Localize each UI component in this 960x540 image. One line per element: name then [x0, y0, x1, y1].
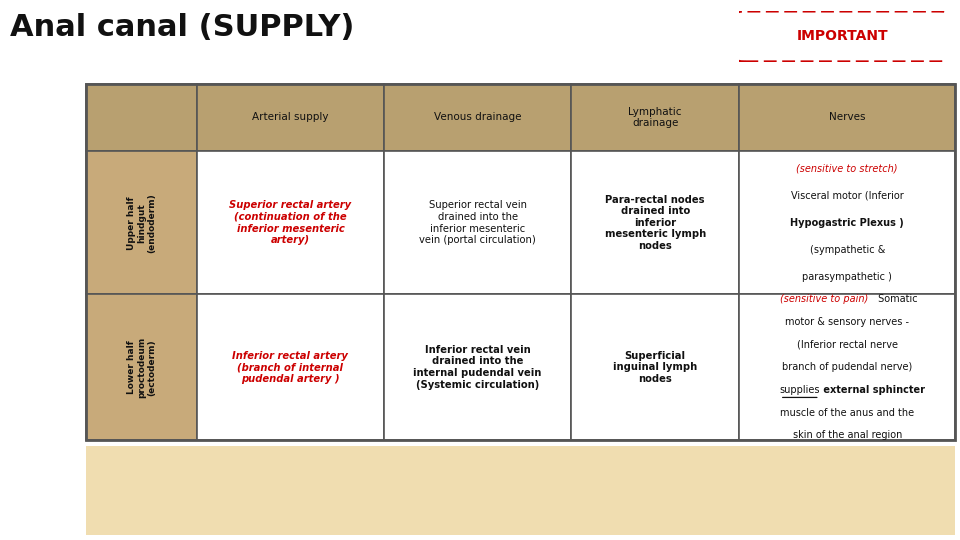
Bar — [384, 84, 571, 151]
Text: branch of pudendal nerve): branch of pudendal nerve) — [782, 362, 912, 372]
Bar — [197, 294, 384, 440]
Bar — [739, 151, 955, 294]
Bar — [739, 84, 955, 151]
Text: Inferior rectal vein
drained into the
internal pudendal vein
(Systemic circulati: Inferior rectal vein drained into the in… — [414, 345, 541, 389]
Text: Venous drainage: Venous drainage — [434, 112, 521, 123]
Text: supplies: supplies — [780, 385, 820, 395]
Bar — [384, 294, 571, 440]
Text: skin of the anal region: skin of the anal region — [793, 430, 901, 440]
Text: Superior rectal vein
drained into the
inferior mesenteric
vein (portal circulati: Superior rectal vein drained into the in… — [420, 200, 536, 245]
Text: Nerves: Nerves — [828, 112, 866, 123]
Text: (sensitive to stretch): (sensitive to stretch) — [797, 164, 898, 174]
Text: Hypogastric Plexus ): Hypogastric Plexus ) — [790, 218, 904, 228]
Text: external sphincter: external sphincter — [820, 385, 924, 395]
Text: Superficial
inguinal lymph
nodes: Superficial inguinal lymph nodes — [613, 350, 697, 384]
Text: Upper half
hindgut
(endoderm): Upper half hindgut (endoderm) — [127, 193, 156, 253]
Text: (Inferior rectal nerve: (Inferior rectal nerve — [797, 340, 898, 349]
Text: Lymphatic
drainage: Lymphatic drainage — [629, 106, 682, 128]
Bar — [86, 446, 955, 535]
Text: (sympathetic &: (sympathetic & — [809, 245, 885, 255]
Text: Somatic: Somatic — [875, 294, 918, 304]
Text: Superior rectal artery
(continuation of the
inferior mesenteric
artery): Superior rectal artery (continuation of … — [229, 200, 351, 245]
Bar — [86, 294, 197, 440]
Bar — [571, 84, 739, 151]
Text: Lower half
proctodeum
(ectoderm): Lower half proctodeum (ectoderm) — [127, 336, 156, 398]
Bar — [739, 294, 955, 440]
Text: parasympathetic ): parasympathetic ) — [803, 272, 892, 282]
Text: muscle of the anus and the: muscle of the anus and the — [780, 408, 914, 417]
Text: motor & sensory nerves -: motor & sensory nerves - — [785, 317, 909, 327]
Text: Inferior rectal artery
(branch of internal
pudendal artery ): Inferior rectal artery (branch of intern… — [232, 350, 348, 384]
Bar — [197, 84, 384, 151]
Text: Arterial supply: Arterial supply — [252, 112, 328, 123]
Text: Para-rectal nodes
drained into
inferior
mesenteric lymph
nodes: Para-rectal nodes drained into inferior … — [605, 194, 706, 251]
Bar — [86, 84, 955, 440]
Bar — [86, 151, 197, 294]
Text: Visceral motor (Inferior: Visceral motor (Inferior — [791, 191, 903, 201]
Bar — [571, 151, 739, 294]
Bar — [571, 294, 739, 440]
Text: Anal canal (SUPPLY): Anal canal (SUPPLY) — [10, 14, 354, 43]
Text: (sensitive to pain): (sensitive to pain) — [780, 294, 868, 304]
Bar — [197, 151, 384, 294]
Bar — [384, 151, 571, 294]
Bar — [86, 84, 197, 151]
